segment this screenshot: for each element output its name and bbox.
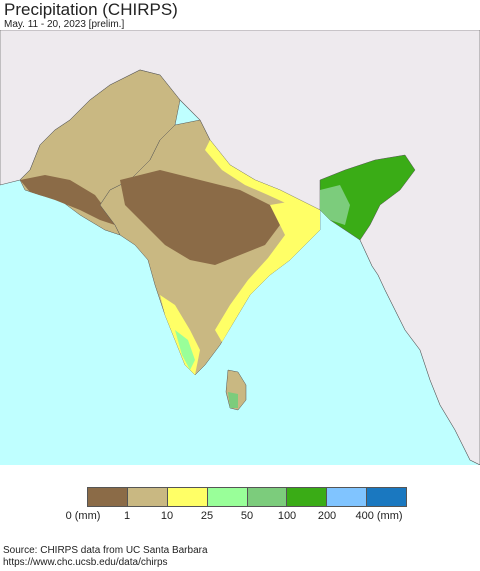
region-dry-central — [120, 170, 280, 265]
legend-tick-label: 25 — [200, 510, 214, 522]
legend-swatch — [127, 488, 168, 506]
legend-tick-label: 1 — [123, 510, 131, 522]
legend-swatch — [167, 488, 208, 506]
legend-tick-label: 0 (mm) — [65, 510, 101, 522]
source-note: Source: CHIRPS data from UC Santa Barbar… — [3, 545, 208, 569]
legend-swatch — [88, 488, 128, 506]
source-line-2: https://www.chc.ucsb.edu/data/chirps — [3, 557, 168, 568]
source-line-1: Source: CHIRPS data from UC Santa Barbar… — [3, 545, 208, 556]
sri-lanka-wet — [228, 392, 238, 408]
region-green-kerala — [175, 330, 195, 370]
legend-tick-label: 50 — [240, 510, 254, 522]
legend-ticks: 0 (mm) 1 10 25 50 100 200 400 (mm) — [0, 510, 480, 524]
region-yellow-himalaya — [205, 140, 300, 206]
region-northeast-light — [320, 185, 350, 225]
legend-swatch — [287, 488, 328, 506]
legend-tick-label: 10 — [160, 510, 174, 522]
map-title: Precipitation (CHIRPS) — [4, 0, 178, 19]
legend-tick-label: 200 — [317, 510, 337, 522]
map-subtitle: May. 11 - 20, 2023 [prelim.] — [4, 19, 125, 30]
region-dry-southwest — [20, 175, 115, 225]
region-yellow-east — [215, 200, 320, 342]
legend-swatch — [367, 488, 406, 506]
legend-swatch — [247, 488, 288, 506]
legend-tick-label: 100 — [277, 510, 297, 522]
legend-tick-label: 400 (mm) — [355, 510, 403, 522]
legend-swatch — [327, 488, 368, 506]
legend-swatch — [207, 488, 248, 506]
legend-bar — [87, 487, 407, 507]
precipitation-map — [0, 30, 480, 465]
